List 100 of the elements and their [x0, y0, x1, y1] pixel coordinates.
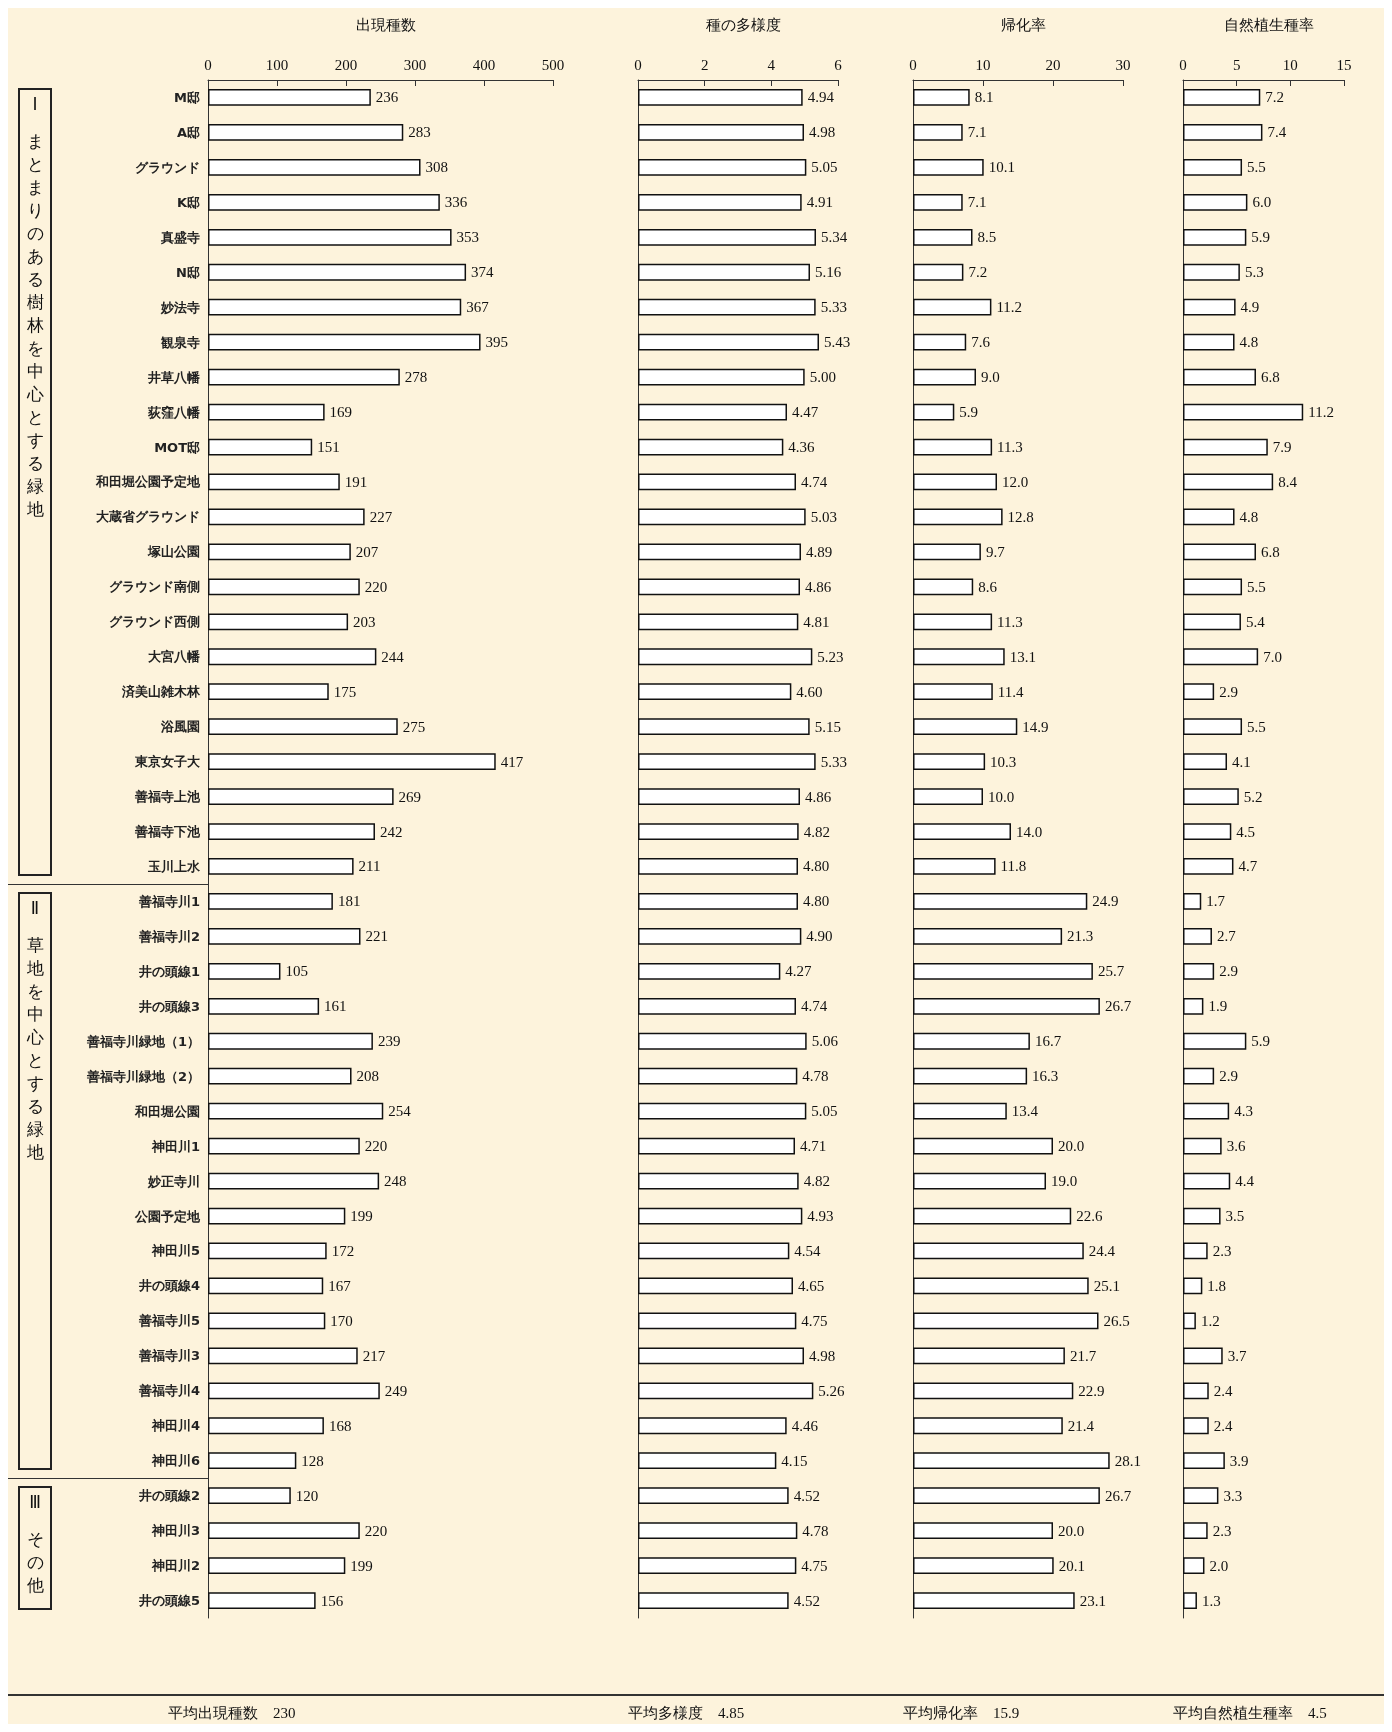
bar	[1183, 1137, 1222, 1155]
y-tick-label: 観泉寺	[160, 334, 200, 350]
bar	[913, 1067, 1028, 1085]
data-label: 11.2	[996, 299, 1023, 316]
bar	[638, 1067, 798, 1085]
bar	[1183, 648, 1259, 666]
data-label: 128	[301, 1452, 324, 1469]
bar	[1183, 438, 1268, 456]
bar	[208, 788, 394, 805]
data-label: 4.27	[785, 963, 813, 980]
bar	[1183, 1417, 1209, 1435]
data-label: 8.4	[1278, 473, 1298, 490]
y-tick-label: M邸	[174, 89, 200, 105]
x-tick-label: 4	[767, 56, 776, 73]
data-label: 5.16	[815, 264, 842, 281]
y-tick-label: 和田堀公園予定地	[95, 474, 201, 490]
data-label: 168	[328, 1417, 352, 1434]
bar	[208, 1417, 324, 1435]
bar	[913, 1277, 1089, 1295]
data-label: 7.2	[1265, 89, 1285, 106]
data-label: 417	[500, 753, 524, 770]
data-label: 156	[320, 1592, 344, 1609]
bar	[638, 718, 810, 736]
data-label: 5.33	[820, 753, 847, 770]
y-tick-label: 玉川上水	[147, 858, 201, 874]
y-tick-label: 神田川3	[150, 1523, 200, 1539]
data-label: 10.0	[988, 788, 1015, 805]
data-label: 5.05	[811, 1103, 838, 1120]
bar	[638, 962, 781, 980]
bar	[208, 1242, 327, 1260]
bar	[208, 1522, 360, 1539]
text: 平均自然植生種率 4.5	[1173, 1704, 1327, 1723]
data-label: 2.9	[1219, 963, 1238, 980]
chart-title: 種の多様度	[705, 15, 781, 34]
bar	[208, 1487, 291, 1505]
bar	[1183, 683, 1215, 701]
bar	[638, 928, 802, 945]
data-label: 4.86	[805, 788, 832, 805]
data-label: 6.8	[1260, 543, 1280, 560]
data-label: 4.93	[807, 1208, 834, 1225]
bar	[913, 578, 974, 596]
bar	[1183, 159, 1243, 176]
data-label: 4.47	[792, 404, 819, 421]
y-tick-label: A邸	[176, 124, 200, 140]
data-label: 4.5	[1236, 823, 1256, 840]
bar	[1183, 788, 1239, 805]
bar	[1183, 508, 1235, 526]
bar	[638, 159, 807, 176]
bar	[208, 89, 371, 106]
data-label: 199	[350, 1208, 373, 1225]
data-label: 13.1	[1009, 648, 1036, 665]
chart-title: 帰化率	[1000, 15, 1046, 34]
bar	[208, 543, 351, 561]
y-tick-label: 神田川1	[150, 1138, 200, 1154]
chart-title: 出現種数	[355, 15, 416, 34]
data-label: 5.33	[820, 299, 847, 316]
bar	[1183, 298, 1236, 316]
data-label: 2.4	[1213, 1382, 1234, 1399]
bar	[638, 298, 816, 316]
x-tick-label: 30	[1115, 56, 1131, 73]
y-tick-label: 善福寺川4	[137, 1383, 200, 1399]
data-label: 12.0	[1002, 473, 1029, 490]
data-label: 4.78	[802, 1522, 829, 1539]
bar	[913, 683, 993, 701]
bar	[208, 159, 421, 176]
bar	[638, 89, 803, 106]
bar	[1183, 333, 1235, 351]
data-label: 2.3	[1212, 1242, 1232, 1259]
data-label: 22.6	[1076, 1208, 1103, 1225]
data-label: 336	[444, 194, 468, 211]
y-tick-label: 井草八幡	[147, 369, 201, 385]
x-tick-label: 200	[334, 56, 358, 73]
y-tick-label: 妙正寺川	[147, 1173, 200, 1189]
bar	[1183, 578, 1243, 596]
data-label: 6.8	[1260, 369, 1280, 386]
bar	[913, 124, 963, 141]
bar	[913, 1382, 1074, 1400]
bar	[913, 508, 1003, 526]
bar	[913, 1522, 1053, 1539]
data-label: 22.9	[1078, 1382, 1105, 1399]
data-label: 5.5	[1247, 578, 1266, 595]
x-tick-label: 0	[909, 56, 917, 73]
data-label: 11.2	[1308, 404, 1334, 421]
y-tick-label: 井の頭線3	[137, 998, 200, 1014]
bar	[913, 1312, 1099, 1330]
y-tick-label: 善福寺川緑地（1）	[85, 1033, 200, 1049]
data-label: 7.6	[971, 334, 991, 351]
bar	[208, 683, 329, 701]
data-label: 4.8	[1239, 508, 1259, 525]
bar	[208, 648, 377, 666]
y-tick-label: 井の頭線1	[137, 963, 200, 979]
bar	[208, 508, 365, 526]
bar	[208, 368, 400, 386]
y-tick-label: 神田川5	[150, 1243, 200, 1259]
bar	[1183, 753, 1228, 770]
bar	[913, 473, 997, 491]
bar	[1183, 1102, 1230, 1120]
data-label: 248	[384, 1173, 407, 1190]
data-label: 220	[364, 1138, 388, 1155]
data-label: 3.6	[1226, 1138, 1246, 1155]
